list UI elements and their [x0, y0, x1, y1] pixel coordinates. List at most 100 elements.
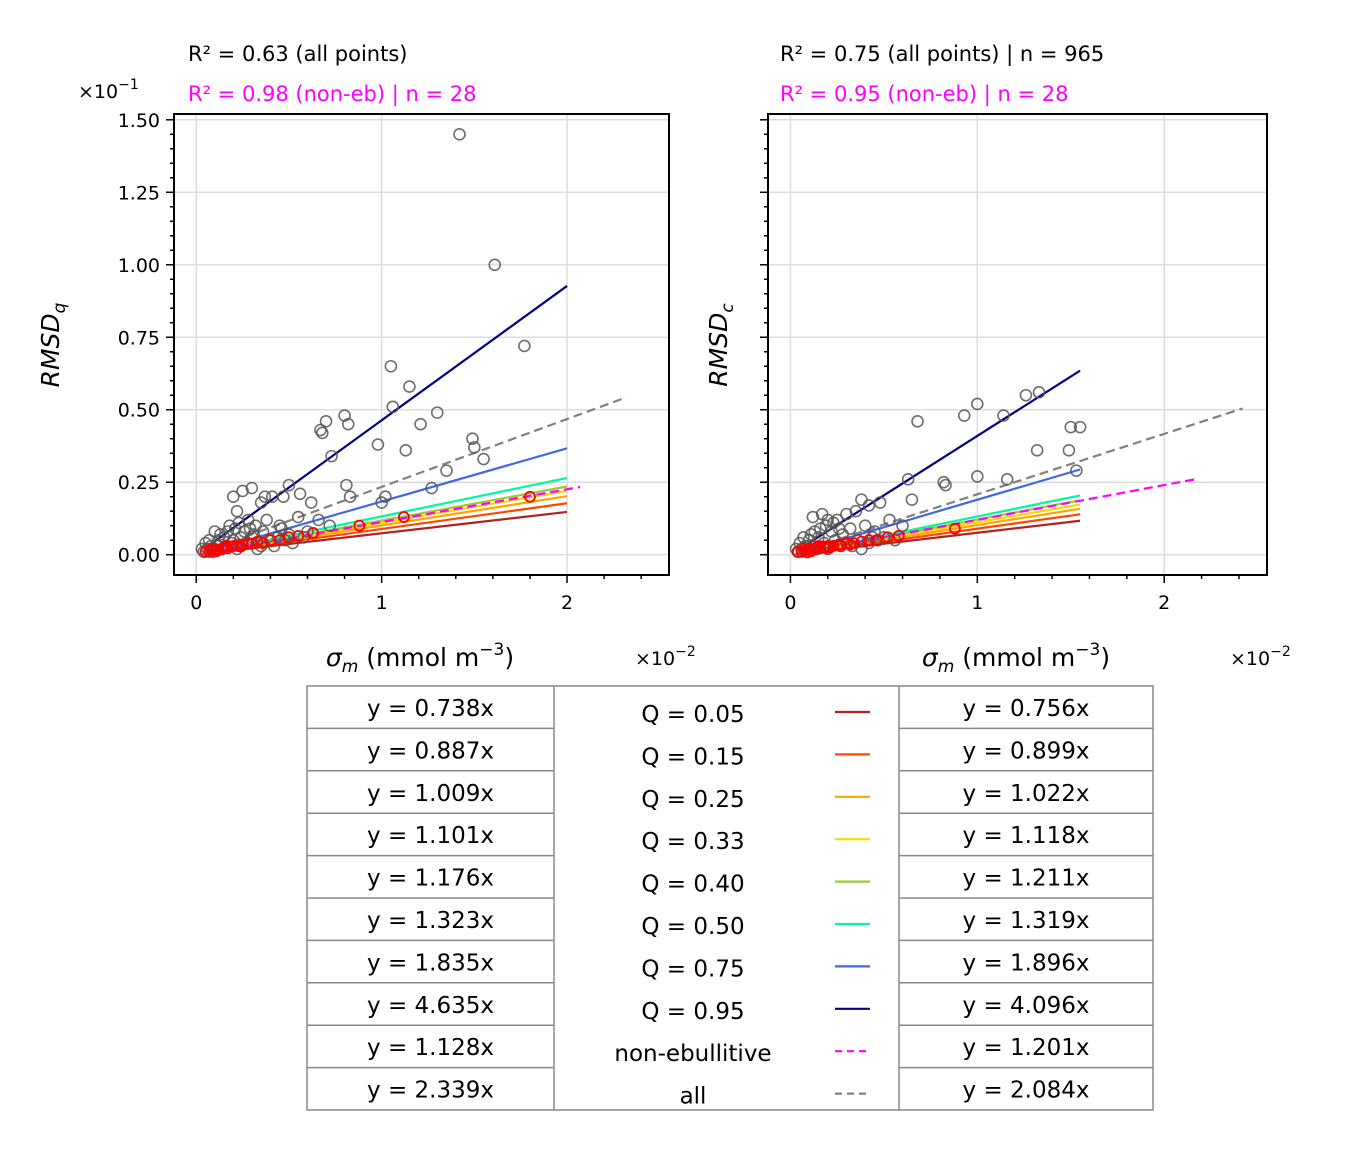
table-cell-left: y = 1.835x [367, 950, 494, 976]
x-tick-label: 1 [971, 592, 983, 614]
point-all [518, 339, 531, 353]
table-cell-label: Q = 0.05 [641, 702, 744, 728]
point-all [819, 519, 833, 533]
y-tick-label: 0.00 [118, 545, 160, 567]
table-cell-left: y = 1.101x [367, 823, 494, 849]
point-all [1000, 473, 1014, 486]
point-all [911, 415, 924, 428]
point-all [227, 490, 240, 504]
point-all [403, 380, 416, 393]
point-non-eb [881, 531, 894, 544]
point-all [855, 542, 868, 556]
table-cell-left: y = 1.176x [367, 866, 494, 892]
point-all [291, 510, 305, 524]
table-cell-left: y = 0.738x [367, 696, 494, 722]
point-all [997, 409, 1010, 422]
point-all [314, 423, 327, 437]
panel-rmsd-q: R² = 0.63 (all points) R² = 0.98 (non-eb… [36, 42, 696, 677]
table-cell-left: y = 1.128x [367, 1035, 494, 1061]
point-all [260, 513, 273, 527]
point-non-eb [820, 542, 832, 555]
x-axis-title-right: σm (mmol m−3) [922, 640, 1110, 677]
table-cell-label: non-ebullitive [614, 1041, 771, 1067]
table-cell-right: y = 1.896x [963, 950, 1090, 976]
y-scale-label-left: ×10−1 [78, 77, 139, 103]
point-all [312, 513, 325, 527]
point-all [957, 409, 971, 422]
table-cell-right: y = 2.084x [963, 1078, 1090, 1104]
table-cell-right: y = 4.096x [963, 993, 1090, 1019]
point-all [806, 510, 820, 524]
y-axis-title-right: RMSDc [704, 303, 738, 387]
point-all [202, 533, 216, 547]
point-all [316, 426, 329, 440]
table-cell-label: Q = 0.50 [641, 914, 744, 940]
point-non-eb [863, 534, 875, 547]
y-tick-label: 1.00 [118, 255, 160, 277]
point-all [414, 417, 427, 431]
point-all [282, 478, 296, 492]
table-cell-left: y = 2.339x [367, 1078, 494, 1104]
point-all [937, 475, 950, 489]
point-all [804, 528, 818, 541]
point-all [453, 127, 466, 141]
point-all [1064, 420, 1078, 434]
point-all [245, 481, 259, 495]
point-all [275, 522, 288, 535]
point-non-eb [870, 534, 883, 547]
x-tick-label: 2 [561, 592, 573, 614]
point-all [214, 528, 227, 541]
point-non-eb [812, 540, 825, 552]
point-all [232, 516, 246, 530]
panel-rmsd-c: R² = 0.75 (all points) | n = 965 R² = 0.… [704, 42, 1291, 677]
x-scale-label-right: ×10−2 [1230, 644, 1291, 670]
x-tick-label: 0 [784, 592, 796, 614]
point-all [1019, 388, 1033, 402]
table-cell-left: y = 4.635x [367, 993, 494, 1019]
point-all [971, 470, 984, 483]
point-all [808, 525, 822, 538]
table-cell-left: y = 1.009x [367, 781, 494, 807]
point-all [1030, 444, 1044, 457]
table-cell-label: all [680, 1084, 707, 1110]
point-all [399, 444, 413, 457]
point-non-eb [245, 537, 258, 550]
y-tick-label: 1.25 [118, 182, 160, 204]
point-non-eb [220, 540, 232, 552]
table-cell-right: y = 0.756x [963, 696, 1090, 722]
point-all [265, 490, 279, 504]
point-non-eb [892, 529, 905, 542]
point-all [1073, 420, 1087, 434]
table-cell-label: Q = 0.95 [641, 999, 744, 1025]
table-cell-label: Q = 0.40 [641, 872, 744, 898]
table-cell-right: y = 1.211x [963, 866, 1090, 892]
point-all [221, 525, 235, 538]
axes-left: 0 1 2 0.00 0.25 0.50 0.75 1.00 1.25 1.50 [118, 110, 670, 614]
table-cell-left: y = 0.887x [367, 738, 494, 764]
point-all [896, 519, 909, 533]
point-all [1070, 464, 1083, 477]
fit-line [799, 477, 1199, 555]
x-tick-label: 0 [190, 592, 202, 614]
table-cell-label: Q = 0.15 [641, 744, 744, 770]
fit-line [204, 285, 568, 549]
y-tick-label: 0.50 [118, 400, 160, 422]
point-all [254, 496, 268, 509]
point-non-eb [844, 538, 857, 551]
point-all [273, 519, 286, 533]
point-non-eb [205, 543, 217, 555]
point-all [1062, 444, 1076, 457]
fit-line [205, 476, 568, 554]
point-non-eb [801, 546, 814, 559]
point-all [386, 400, 400, 414]
point-non-eb [797, 543, 810, 555]
x-tick-label: 1 [376, 592, 388, 614]
point-all [319, 415, 333, 428]
point-all [488, 258, 502, 272]
point-all [325, 449, 338, 463]
table-cell-right: y = 1.201x [963, 1035, 1090, 1061]
point-all [873, 496, 887, 509]
point-all [843, 522, 857, 535]
table-cell-label: Q = 0.33 [641, 829, 744, 855]
point-all [323, 519, 337, 533]
